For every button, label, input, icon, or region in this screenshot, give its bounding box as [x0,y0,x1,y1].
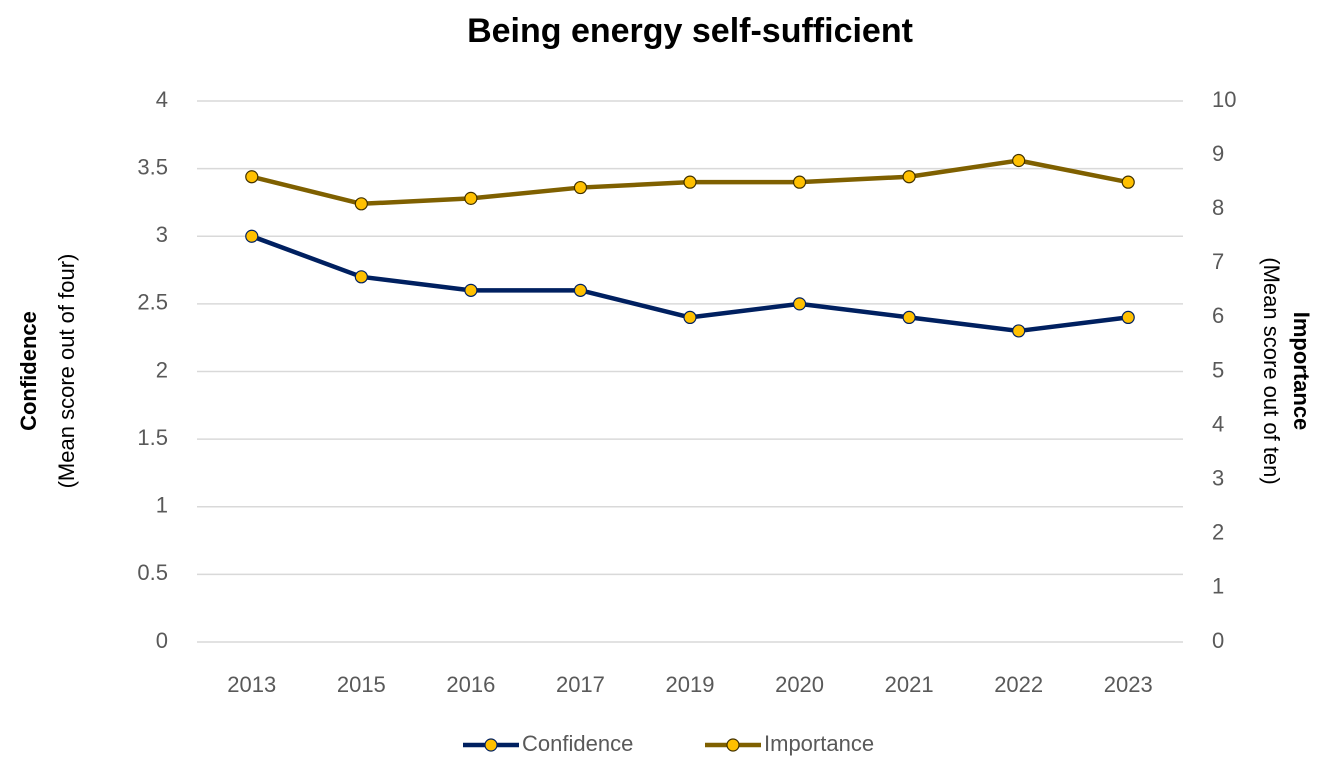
y2-tick-label: 6 [1212,303,1224,328]
marker [573,180,588,195]
y-tick-label: 3 [156,222,168,247]
x-tick-label: 2017 [556,672,605,697]
marker [792,175,807,189]
y-tick-label: 3.5 [137,154,168,179]
x-tick-label: 2015 [337,672,386,697]
marker [902,170,916,184]
marker [1012,324,1026,338]
marker [245,170,259,184]
y-tick-label: 0.5 [137,560,168,585]
x-tick-label: 2021 [885,672,934,697]
y-tick-label: 1.5 [137,425,168,450]
marker [464,191,478,205]
marker [902,310,916,324]
x-tick-label: 2016 [446,672,495,697]
y-tick-label: 2 [156,357,168,382]
x-tick-label: 2022 [994,672,1043,697]
y-axis-title-sub: (Mean score out of four) [54,254,79,489]
y2-tick-label: 2 [1212,520,1224,545]
marker [354,270,368,284]
y2-tick-label: 1 [1212,574,1224,599]
marker [573,283,588,297]
y2-axis-title-sub: (Mean score out of ten) [1259,257,1284,484]
x-tick-label: 2023 [1104,672,1153,697]
y2-tick-label: 0 [1212,628,1224,653]
x-tick-label: 2020 [775,672,824,697]
marker [1121,175,1135,189]
x-tick-label: 2019 [666,672,715,697]
x-tick-label: 2013 [227,672,276,697]
y2-tick-label: 4 [1212,411,1224,436]
y-axis-title-main: Confidence [16,311,41,431]
y2-tick-label: 3 [1212,466,1224,491]
y2-tick-label: 10 [1212,87,1236,112]
marker [792,297,807,311]
y-axis-title: Confidence (Mean score out of four) [16,254,79,489]
legend-label: Importance [764,731,874,756]
y-tick-label: 2.5 [137,290,168,315]
legend-label: Confidence [522,731,633,756]
y-tick-label: 1 [156,493,168,518]
marker [464,283,478,297]
y2-tick-label: 5 [1212,357,1224,382]
marker [1012,153,1026,168]
chart-title: Being energy self-sufficient [467,12,913,50]
marker [683,310,697,324]
y2-tick-label: 8 [1212,195,1224,220]
y-tick-label: 0 [156,628,168,653]
marker [245,229,259,243]
y2-tick-label: 7 [1212,249,1224,274]
legend-marker [484,738,498,752]
marker [1121,310,1135,324]
marker [683,175,697,189]
y2-axis-title-main: Importance [1289,312,1314,431]
marker [354,197,368,211]
y-tick-label: 4 [156,87,168,112]
legend-marker [726,738,740,752]
y2-tick-label: 9 [1212,141,1224,166]
y2-axis-title: Importance (Mean score out of ten) [1259,257,1314,484]
